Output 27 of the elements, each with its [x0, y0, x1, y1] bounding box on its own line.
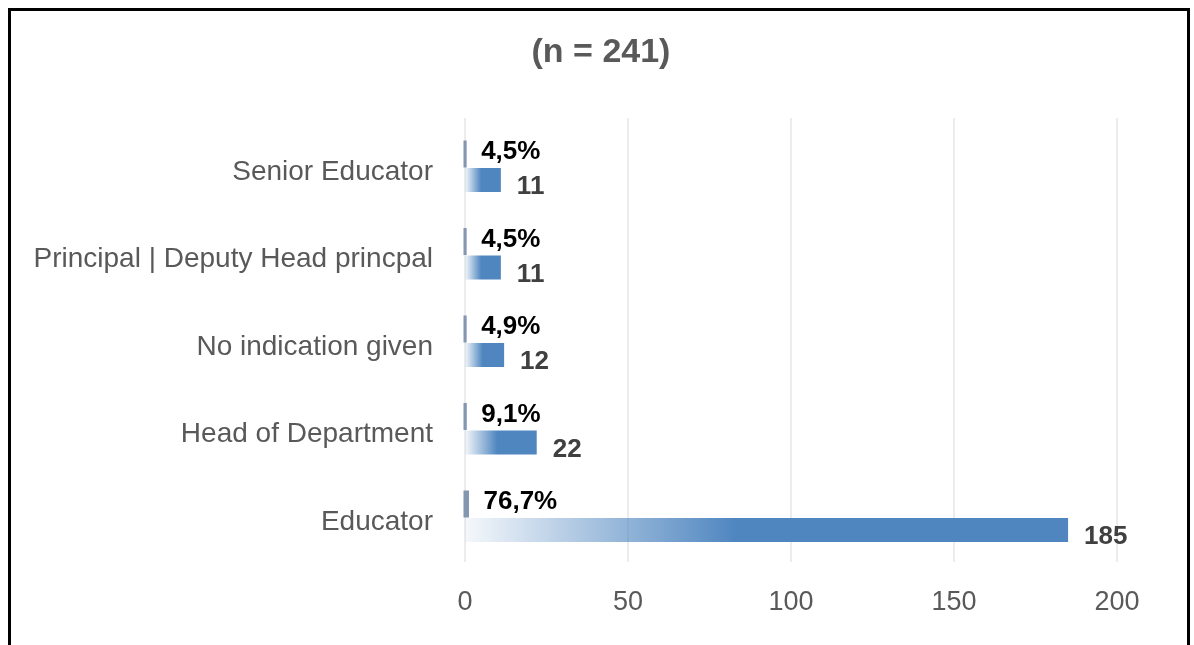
x-tick-label: 150 — [931, 586, 977, 616]
data-label: 22 — [552, 432, 582, 463]
data-label: 4,9% — [481, 310, 541, 340]
bar — [463, 490, 469, 518]
data-label: 4,5% — [481, 222, 541, 253]
y-tick-label: Principal | Deputy Head princpal — [33, 242, 433, 273]
bar — [465, 343, 505, 367]
y-tick-label: Head of Department — [180, 417, 434, 448]
data-label: 11 — [516, 170, 545, 200]
data-label: 185 — [1084, 520, 1128, 550]
chart-title: (n = 241) — [531, 31, 671, 69]
x-tick-label: 200 — [1094, 586, 1140, 616]
bar — [465, 518, 1069, 542]
bar — [465, 168, 501, 192]
y-tick-label: Educator — [320, 504, 433, 536]
y-tick-label: Senior Educator — [232, 154, 433, 186]
bar — [465, 430, 537, 455]
data-label: 9,1% — [481, 397, 541, 428]
data-label: 11 — [516, 257, 545, 288]
data-label: 12 — [520, 345, 550, 375]
x-tick-label: 0 — [457, 586, 473, 616]
y-tick-label: No indication given — [196, 329, 433, 361]
bar — [465, 255, 501, 280]
data-label: 76,7% — [483, 485, 558, 515]
x-tick-label: 100 — [768, 586, 814, 616]
data-label: 4,5% — [481, 135, 541, 165]
x-tick-label: 50 — [612, 586, 644, 616]
